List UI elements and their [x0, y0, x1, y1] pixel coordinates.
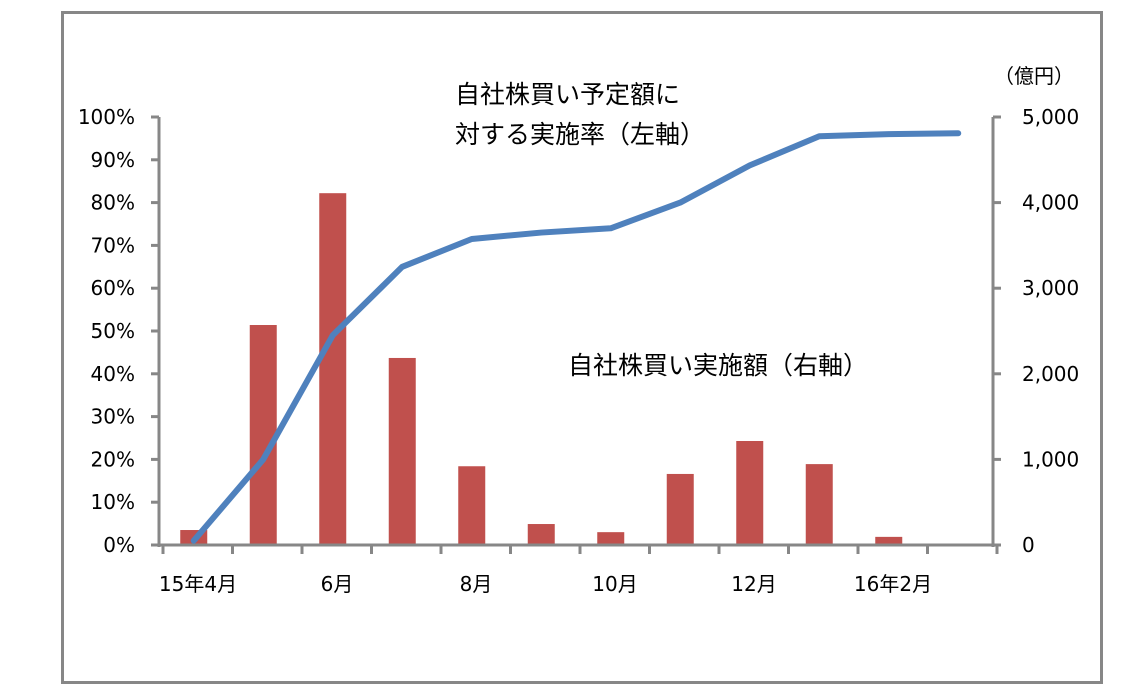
right-axis-tick-label: 2,000 [1022, 362, 1079, 386]
left-axis-tick-label: 30% [91, 405, 135, 429]
x-axis-tick-label: 12月 [731, 572, 776, 596]
bar [805, 464, 833, 545]
line-series-annotation-line1: 自社株買い予定額に [455, 80, 680, 109]
bar [388, 357, 416, 545]
left-axis-tick-label: 0% [103, 533, 135, 557]
bar [666, 473, 694, 545]
bar [249, 325, 277, 545]
bar-series-annotation: 自社株買い実施額（右軸） [568, 351, 868, 380]
line-series-annotation-line2: 対する実施率（左軸） [455, 120, 705, 149]
left-axis-tick-label: 40% [91, 362, 135, 386]
right-axis-tick-label: 0 [1022, 533, 1035, 557]
line-series [190, 130, 962, 544]
right-axis-tick-label: 1,000 [1022, 447, 1079, 471]
right-axis-tick-label: 3,000 [1022, 276, 1079, 300]
left-axis-tick-label: 10% [91, 490, 135, 514]
axes: 0% 10% 20% 30% 40% 50% 60% 70% 80% 90% 100% 0 1,000 2… [78, 64, 1079, 596]
bar [875, 536, 903, 545]
left-axis-tick-label: 100% [78, 105, 135, 129]
bar [736, 440, 764, 545]
chart-frame [61, 11, 1103, 684]
bar-series [180, 193, 903, 545]
bar [458, 466, 486, 545]
left-axis-tick-label: 90% [91, 148, 135, 172]
x-axis-tick-label: 8月 [460, 572, 493, 596]
left-axis-tick-label: 60% [91, 276, 135, 300]
x-axis-tick-label: 6月 [321, 572, 354, 596]
right-axis-tick-label: 4,000 [1022, 191, 1079, 215]
bar [527, 524, 555, 545]
left-axis-tick-label: 70% [91, 233, 135, 257]
right-axis-unit: （億円） [994, 64, 1074, 88]
left-axis-tick-label: 80% [91, 191, 135, 215]
right-axis-tick-label: 5,000 [1022, 105, 1079, 129]
bar [597, 532, 625, 545]
left-axis-tick-label: 20% [91, 447, 135, 471]
bar [319, 193, 347, 545]
left-axis-tick-label: 50% [91, 319, 135, 343]
x-axis-tick-label: 16年2月 [854, 572, 932, 596]
x-axis-tick-label: 10月 [592, 572, 637, 596]
x-axis-tick-label: 15年4月 [159, 572, 237, 596]
